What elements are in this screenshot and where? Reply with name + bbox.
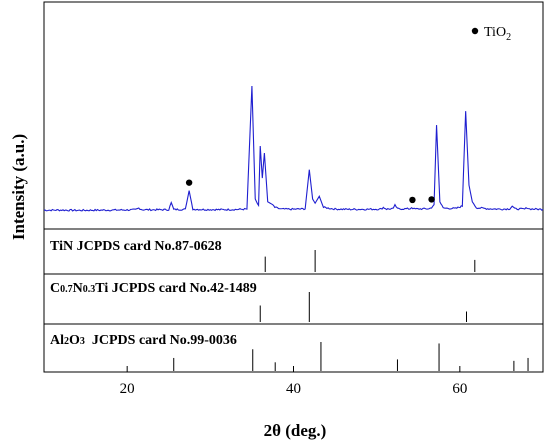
- reference-lines: [173, 250, 529, 371]
- x-tick-label: 20: [120, 381, 135, 397]
- card-label-c07n03ti: C0.7N0.3Ti JCPDS card No.42-1489: [50, 281, 257, 296]
- x-axis-ticks: [126, 366, 461, 372]
- x-axis-tick-labels: 20 40 60: [120, 381, 468, 397]
- plot-frame: [43, 1, 544, 373]
- legend-label: TiO2: [484, 25, 511, 43]
- tio2-marker: [185, 179, 193, 186]
- x-tick-label: 40: [286, 381, 301, 397]
- xrd-pattern-line: [43, 85, 544, 212]
- x-axis-label: 2θ (deg.): [264, 421, 327, 440]
- card-label-tin: TiN JCPDS card No.87-0628: [50, 239, 222, 254]
- tio2-marker: [428, 196, 435, 203]
- x-tick-label: 60: [452, 381, 467, 397]
- plot-border: [43, 1, 544, 373]
- tio2-marker: [409, 196, 416, 204]
- legend: TiO2: [471, 25, 511, 43]
- card-label-al2o3: Al2O3 JCPDS card No.99-0036: [50, 333, 237, 348]
- y-axis-label: Intensity (a.u.): [9, 134, 28, 240]
- tio2-peak-markers: [185, 179, 435, 204]
- legend-marker-icon: [471, 27, 479, 35]
